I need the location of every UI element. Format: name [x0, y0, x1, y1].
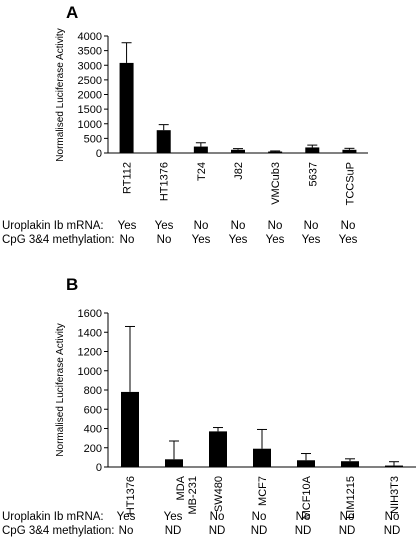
row-value: No — [210, 511, 225, 523]
y-tick-label: 2000 — [78, 90, 102, 102]
y-tick-label: 1200 — [78, 347, 102, 359]
row-value: No — [120, 234, 135, 246]
row-value: No — [341, 220, 356, 232]
y-tick-label: 400 — [84, 424, 102, 436]
bar — [305, 147, 320, 153]
row-value: No — [119, 525, 134, 537]
x-tick-label: 5637 — [307, 162, 319, 186]
x-tick-label: SW480 — [213, 476, 225, 512]
y-tick-label: 800 — [84, 385, 102, 397]
bar — [119, 62, 134, 153]
row-value: Yes — [117, 511, 136, 523]
row-value: ND — [295, 525, 312, 537]
x-tick-label: MCF10A — [301, 475, 313, 519]
row-value: No — [231, 220, 246, 232]
bar — [385, 465, 403, 467]
panel-letter: A — [66, 3, 78, 22]
y-axis-label: Normalised Luciferase Activity — [55, 323, 66, 456]
bar — [231, 149, 245, 153]
y-tick-label: 1400 — [78, 327, 102, 339]
x-tick-label: NIH3T3 — [389, 476, 401, 514]
row-value: Yes — [155, 220, 174, 232]
chart-panel-b: B 0 200 400 600 800 1000 1200 1400 1600 Normalised… — [2, 275, 416, 537]
row-value: ND — [339, 525, 356, 537]
row-value: No — [385, 511, 400, 523]
row-value: ND — [209, 525, 226, 537]
row-value: Yes — [164, 511, 183, 523]
row-value: ND — [384, 525, 401, 537]
bar — [165, 459, 183, 467]
x-tick-label: T24 — [196, 162, 208, 181]
x-tick-label: MDAMB-231 — [175, 475, 199, 514]
y-tick-label: 4000 — [78, 31, 102, 43]
row-value: Yes — [339, 234, 358, 246]
row-value: ND — [251, 525, 268, 537]
row-value: Yes — [266, 234, 285, 246]
y-tick-label: 1000 — [78, 119, 102, 131]
row-value: ND — [165, 525, 182, 537]
y-tick-label: 2500 — [78, 75, 102, 87]
bar — [209, 431, 227, 467]
y-tick-label: 600 — [84, 404, 102, 416]
row-label: CpG 3&4 methylation: — [2, 525, 115, 537]
row-label: CpG 3&4 methylation: — [2, 234, 115, 246]
row-value: Yes — [302, 234, 321, 246]
y-tick-label: 1000 — [78, 366, 102, 378]
y-tick-label: 0 — [96, 462, 102, 474]
x-tick-label: HT1376 — [159, 162, 171, 201]
bar — [342, 149, 357, 153]
y-tick-label: 500 — [84, 133, 102, 145]
bar — [193, 146, 208, 153]
x-tick-label: J82 — [233, 162, 245, 180]
row-value: Yes — [192, 234, 211, 246]
row-label: Uroplakin Ib mRNA: — [2, 220, 104, 232]
y-tick-label: 3000 — [78, 60, 102, 72]
chart-panel-a: A 0 500 1000 1500 2000 2500 3000 3500 4000 Normali… — [2, 3, 368, 246]
bar — [156, 130, 171, 153]
row-value: No — [340, 511, 355, 523]
bar — [253, 448, 271, 467]
bar — [268, 151, 283, 153]
row-value: No — [194, 220, 209, 232]
y-tick-label: 1600 — [78, 308, 102, 320]
x-tick-label: VMCub3 — [270, 162, 282, 205]
row-value: No — [157, 234, 172, 246]
row-value: No — [296, 511, 311, 523]
row-value: Yes — [229, 234, 248, 246]
bar — [341, 461, 359, 467]
x-tick-label: HT1376 — [125, 476, 137, 515]
y-tick-label: 0 — [96, 148, 102, 160]
y-tick-label: 200 — [84, 443, 102, 455]
bar — [297, 460, 315, 467]
row-value: Yes — [118, 220, 137, 232]
row-value: No — [268, 220, 283, 232]
y-tick-label: 3500 — [78, 46, 102, 58]
panel-letter: B — [66, 275, 78, 294]
bar — [121, 391, 139, 467]
x-tick-label: MCF7 — [257, 476, 269, 506]
x-tick-label: TCCSuP — [344, 162, 356, 205]
row-value: No — [252, 511, 267, 523]
row-value: No — [304, 220, 319, 232]
y-axis-label: Normalised Luciferase Activity — [55, 28, 66, 161]
row-label: Uroplakin Ib mRNA: — [2, 511, 104, 523]
y-tick-label: 1500 — [78, 104, 102, 116]
x-tick-label: LIM1215 — [345, 476, 357, 519]
x-tick-label: RT112 — [122, 162, 134, 194]
